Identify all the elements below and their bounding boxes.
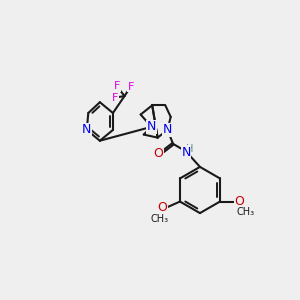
Text: N: N <box>163 123 172 136</box>
Text: N: N <box>82 123 92 136</box>
Text: CH₃: CH₃ <box>236 207 254 217</box>
Text: N: N <box>147 120 156 134</box>
Text: H: H <box>186 144 194 154</box>
Text: O: O <box>234 195 244 208</box>
Text: F: F <box>114 81 120 91</box>
Text: O: O <box>153 146 163 160</box>
Text: CH₃: CH₃ <box>151 214 169 224</box>
Text: O: O <box>157 201 167 214</box>
Text: F: F <box>128 82 134 92</box>
Text: N: N <box>182 146 191 159</box>
Text: F: F <box>112 93 119 103</box>
